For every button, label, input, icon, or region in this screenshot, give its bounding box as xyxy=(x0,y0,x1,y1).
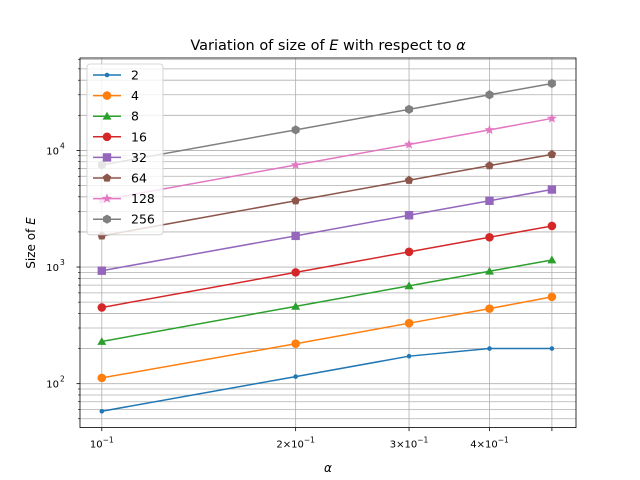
legend-label-32: 32 xyxy=(131,150,147,165)
data-point-256 xyxy=(547,78,556,89)
series-32 xyxy=(97,185,557,275)
data-point-32 xyxy=(291,231,300,241)
chart-title-text-2: with respect to xyxy=(338,38,456,54)
legend-marker-4 xyxy=(102,91,112,100)
y-tick-exponent: 4 xyxy=(60,141,65,150)
legend-marker-32 xyxy=(102,153,112,162)
data-point-8 xyxy=(97,337,107,345)
chart-title: Variation of size of E with respect to α xyxy=(190,38,466,54)
data-point-8 xyxy=(484,266,494,275)
y-axis-label-text: Size of xyxy=(24,225,38,269)
legend-marker-64 xyxy=(102,173,112,182)
data-point-2 xyxy=(293,374,298,379)
data-point-256 xyxy=(291,125,300,135)
legend-label-4: 4 xyxy=(131,88,139,103)
series-16 xyxy=(97,221,557,312)
data-point-256 xyxy=(485,90,494,100)
legend-marker-8 xyxy=(102,111,112,120)
x-tick-label: 4×10−1 xyxy=(470,436,509,451)
legend-label-2: 2 xyxy=(131,68,139,83)
y-tick-exponent: 3 xyxy=(60,258,65,267)
data-point-128 xyxy=(546,113,557,123)
legend-label-16: 16 xyxy=(131,129,147,144)
y-tick-label: 10 xyxy=(46,146,59,157)
y-tick-label: 10 xyxy=(46,380,59,391)
chart-title-text: Variation of size of xyxy=(190,38,329,54)
data-point-128 xyxy=(484,124,495,135)
series-2 xyxy=(99,346,555,414)
data-point-8 xyxy=(547,255,557,264)
data-point-256 xyxy=(405,104,414,114)
legend-label-8: 8 xyxy=(131,109,139,124)
series-layer xyxy=(96,78,557,414)
y-axis-label-variable: E xyxy=(24,217,38,225)
y-axis-label: Size of E xyxy=(24,217,38,269)
data-point-64 xyxy=(485,161,494,170)
x-tick-label: 3×10−1 xyxy=(390,436,429,451)
data-point-2 xyxy=(549,346,555,351)
data-point-2 xyxy=(99,408,105,414)
data-point-16 xyxy=(97,303,107,312)
y-tick-exponent: 2 xyxy=(60,375,65,384)
data-point-2 xyxy=(487,346,492,351)
data-point-16 xyxy=(404,247,414,257)
legend-label-128: 128 xyxy=(131,191,155,206)
data-point-16 xyxy=(485,232,494,242)
data-point-128 xyxy=(290,159,301,170)
data-point-64 xyxy=(404,175,414,184)
data-point-8 xyxy=(291,301,301,310)
plot-frame xyxy=(79,57,577,429)
legend-marker-16 xyxy=(102,132,112,142)
data-point-2 xyxy=(406,353,412,359)
x-axis-label: α xyxy=(324,461,332,475)
data-point-32 xyxy=(547,185,557,194)
series-8 xyxy=(97,255,557,345)
x-tick-label: 10−1 xyxy=(90,436,114,451)
data-point-64 xyxy=(547,149,557,158)
y-tick-label: 10 xyxy=(46,263,59,274)
data-point-4 xyxy=(485,304,494,313)
series-4 xyxy=(97,292,557,383)
data-point-128 xyxy=(404,139,414,149)
legend-frame xyxy=(86,63,164,236)
series-64 xyxy=(97,149,557,240)
x-tick-label: 2×10−1 xyxy=(276,436,315,451)
legend-marker-2 xyxy=(104,72,110,78)
chart-title-variable: E xyxy=(329,38,339,54)
data-point-4 xyxy=(547,292,557,302)
legend-label-256: 256 xyxy=(131,212,155,227)
data-point-4 xyxy=(404,318,414,328)
data-point-32 xyxy=(485,196,494,205)
legend-marker-256 xyxy=(103,214,111,224)
legend-label-64: 64 xyxy=(131,171,147,186)
legend-marker-128 xyxy=(102,193,112,203)
data-point-4 xyxy=(291,339,300,349)
chart-title-symbol: α xyxy=(456,38,466,54)
data-point-8 xyxy=(404,281,414,290)
legend: 2 4 8 16 32 64 128 256 xyxy=(86,63,164,236)
data-point-32 xyxy=(404,211,414,220)
data-point-64 xyxy=(291,196,300,205)
data-point-32 xyxy=(97,266,107,275)
data-point-16 xyxy=(547,221,557,231)
data-point-16 xyxy=(291,268,300,277)
data-point-4 xyxy=(97,373,107,383)
